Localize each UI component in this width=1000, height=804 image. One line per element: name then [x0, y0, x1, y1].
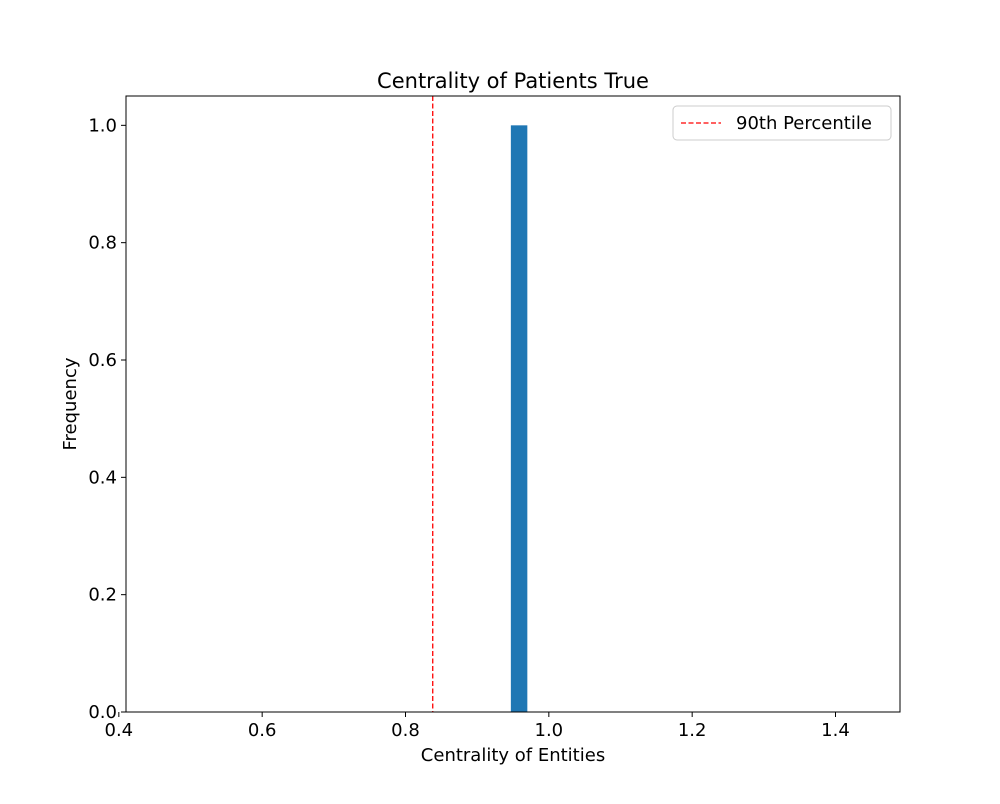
y-tick-label: 0.4 — [88, 467, 117, 488]
legend-box — [672, 105, 892, 141]
y-tick-label: 0.2 — [88, 585, 117, 606]
histogram-bar — [510, 125, 528, 713]
chart-title: Centrality of Patients True — [377, 69, 649, 93]
x-tick-label: 1.0 — [535, 720, 564, 741]
x-tick-label: 1.2 — [678, 720, 707, 741]
y-axis-label: Frequency — [60, 357, 81, 450]
legend-label: 90th Percentile — [736, 113, 872, 134]
y-tick-label: 0.0 — [88, 702, 117, 723]
y-tick-label: 0.6 — [88, 350, 117, 371]
x-tick-label: 0.6 — [248, 720, 277, 741]
legend: 90th Percentile — [672, 105, 892, 141]
x-tick-label: 1.4 — [821, 720, 850, 741]
x-axis-label: Centrality of Entities — [421, 745, 605, 766]
x-tick-label: 0.4 — [105, 720, 134, 741]
y-tick-label: 1.0 — [88, 115, 117, 136]
plot-frame — [125, 95, 901, 713]
y-tick-label: 0.8 — [88, 233, 117, 254]
x-tick-label: 0.8 — [391, 720, 420, 741]
